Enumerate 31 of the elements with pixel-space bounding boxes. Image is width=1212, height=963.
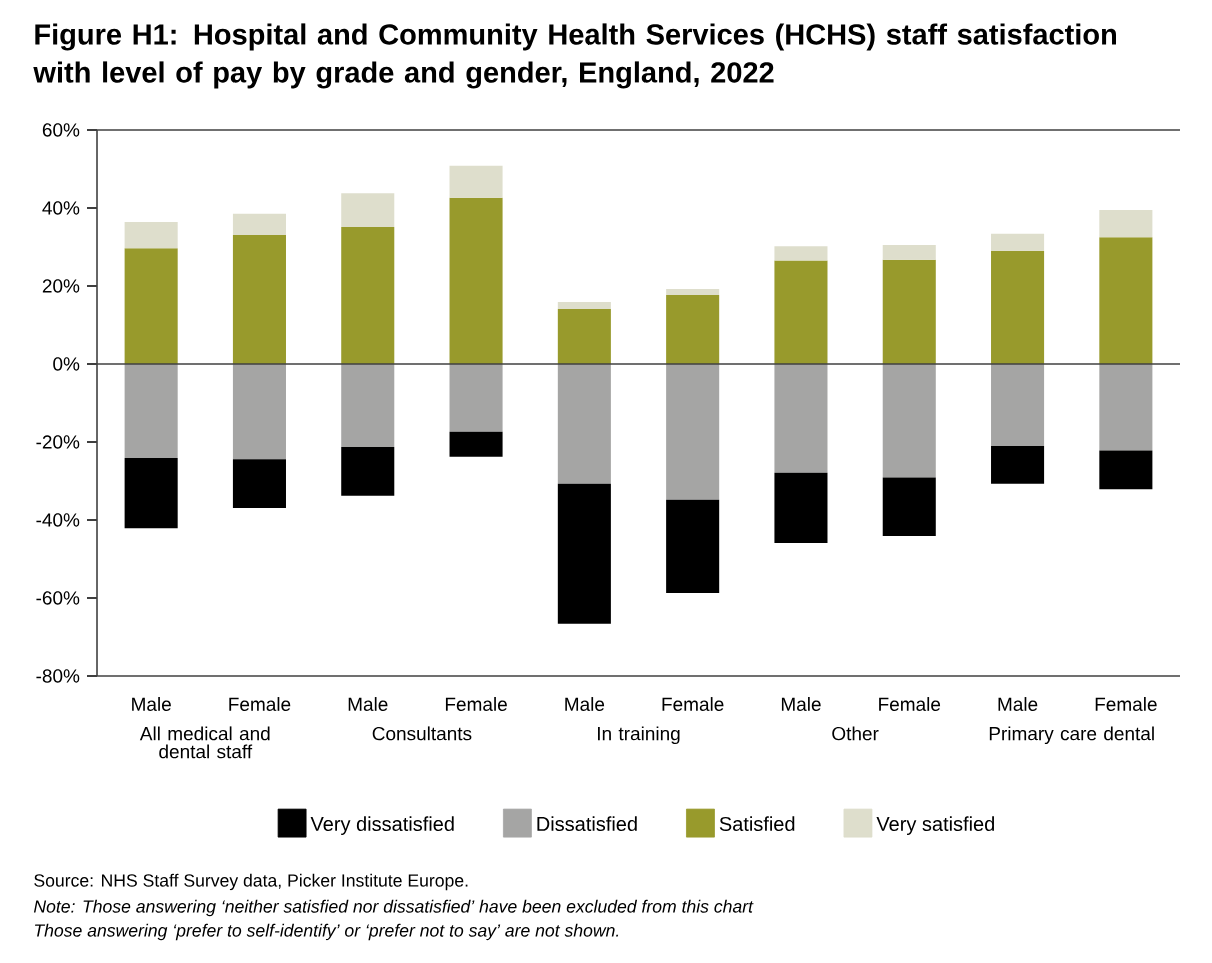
chart-title: Figure H1: Hospital and Community Health Services (HCHS) staff satisfaction with level of pay by grade and gender, England, 2022 [33,23,1116,89]
x-tick-label: Female [445,697,507,712]
text: Note: Those answering ‘neither satisfied nor dissatisfied’ have been excluded from this chart [33,899,754,917]
text: All medical and dental staff [139,726,270,759]
y-tick-label: 40% [42,201,80,215]
y-tick-label: -60% [36,591,80,605]
y-tick-label: -20% [36,435,80,449]
legend-label: Satisfied [719,816,795,832]
y-tick-label: 60% [42,123,80,137]
y-tick-label: 0% [53,357,80,371]
x-tick-label: Male [565,697,605,712]
x-tick-label: Male [998,697,1038,712]
text: In training [598,726,680,745]
x-tick-label: Female [662,697,724,712]
legend-label: Very satisfied [876,816,995,835]
text: Consultants [372,726,472,741]
text: Other [832,726,879,741]
x-tick-label: Female [879,697,941,712]
y-tick-label: -40% [36,513,80,527]
text: Primary care dental [989,726,1154,745]
x-tick-label: Male [132,697,171,712]
text: Those answering ‘prefer to self-identify’ or ‘prefer not to say’ are not shown. [34,923,619,941]
x-tick-label: Female [1095,697,1157,712]
x-tick-label: Female [229,697,291,712]
x-tick-label: Male [348,697,388,712]
y-tick-label: 20% [42,279,80,293]
legend-label: Dissatisfied [537,816,637,832]
legend-label: Very dissatisfied [310,816,454,835]
y-tick-label: -80% [36,669,80,683]
x-tick-label: Male [781,697,821,712]
source-note: Source: NHS Staff Survey data, Picker Institute Europe. [34,873,468,891]
